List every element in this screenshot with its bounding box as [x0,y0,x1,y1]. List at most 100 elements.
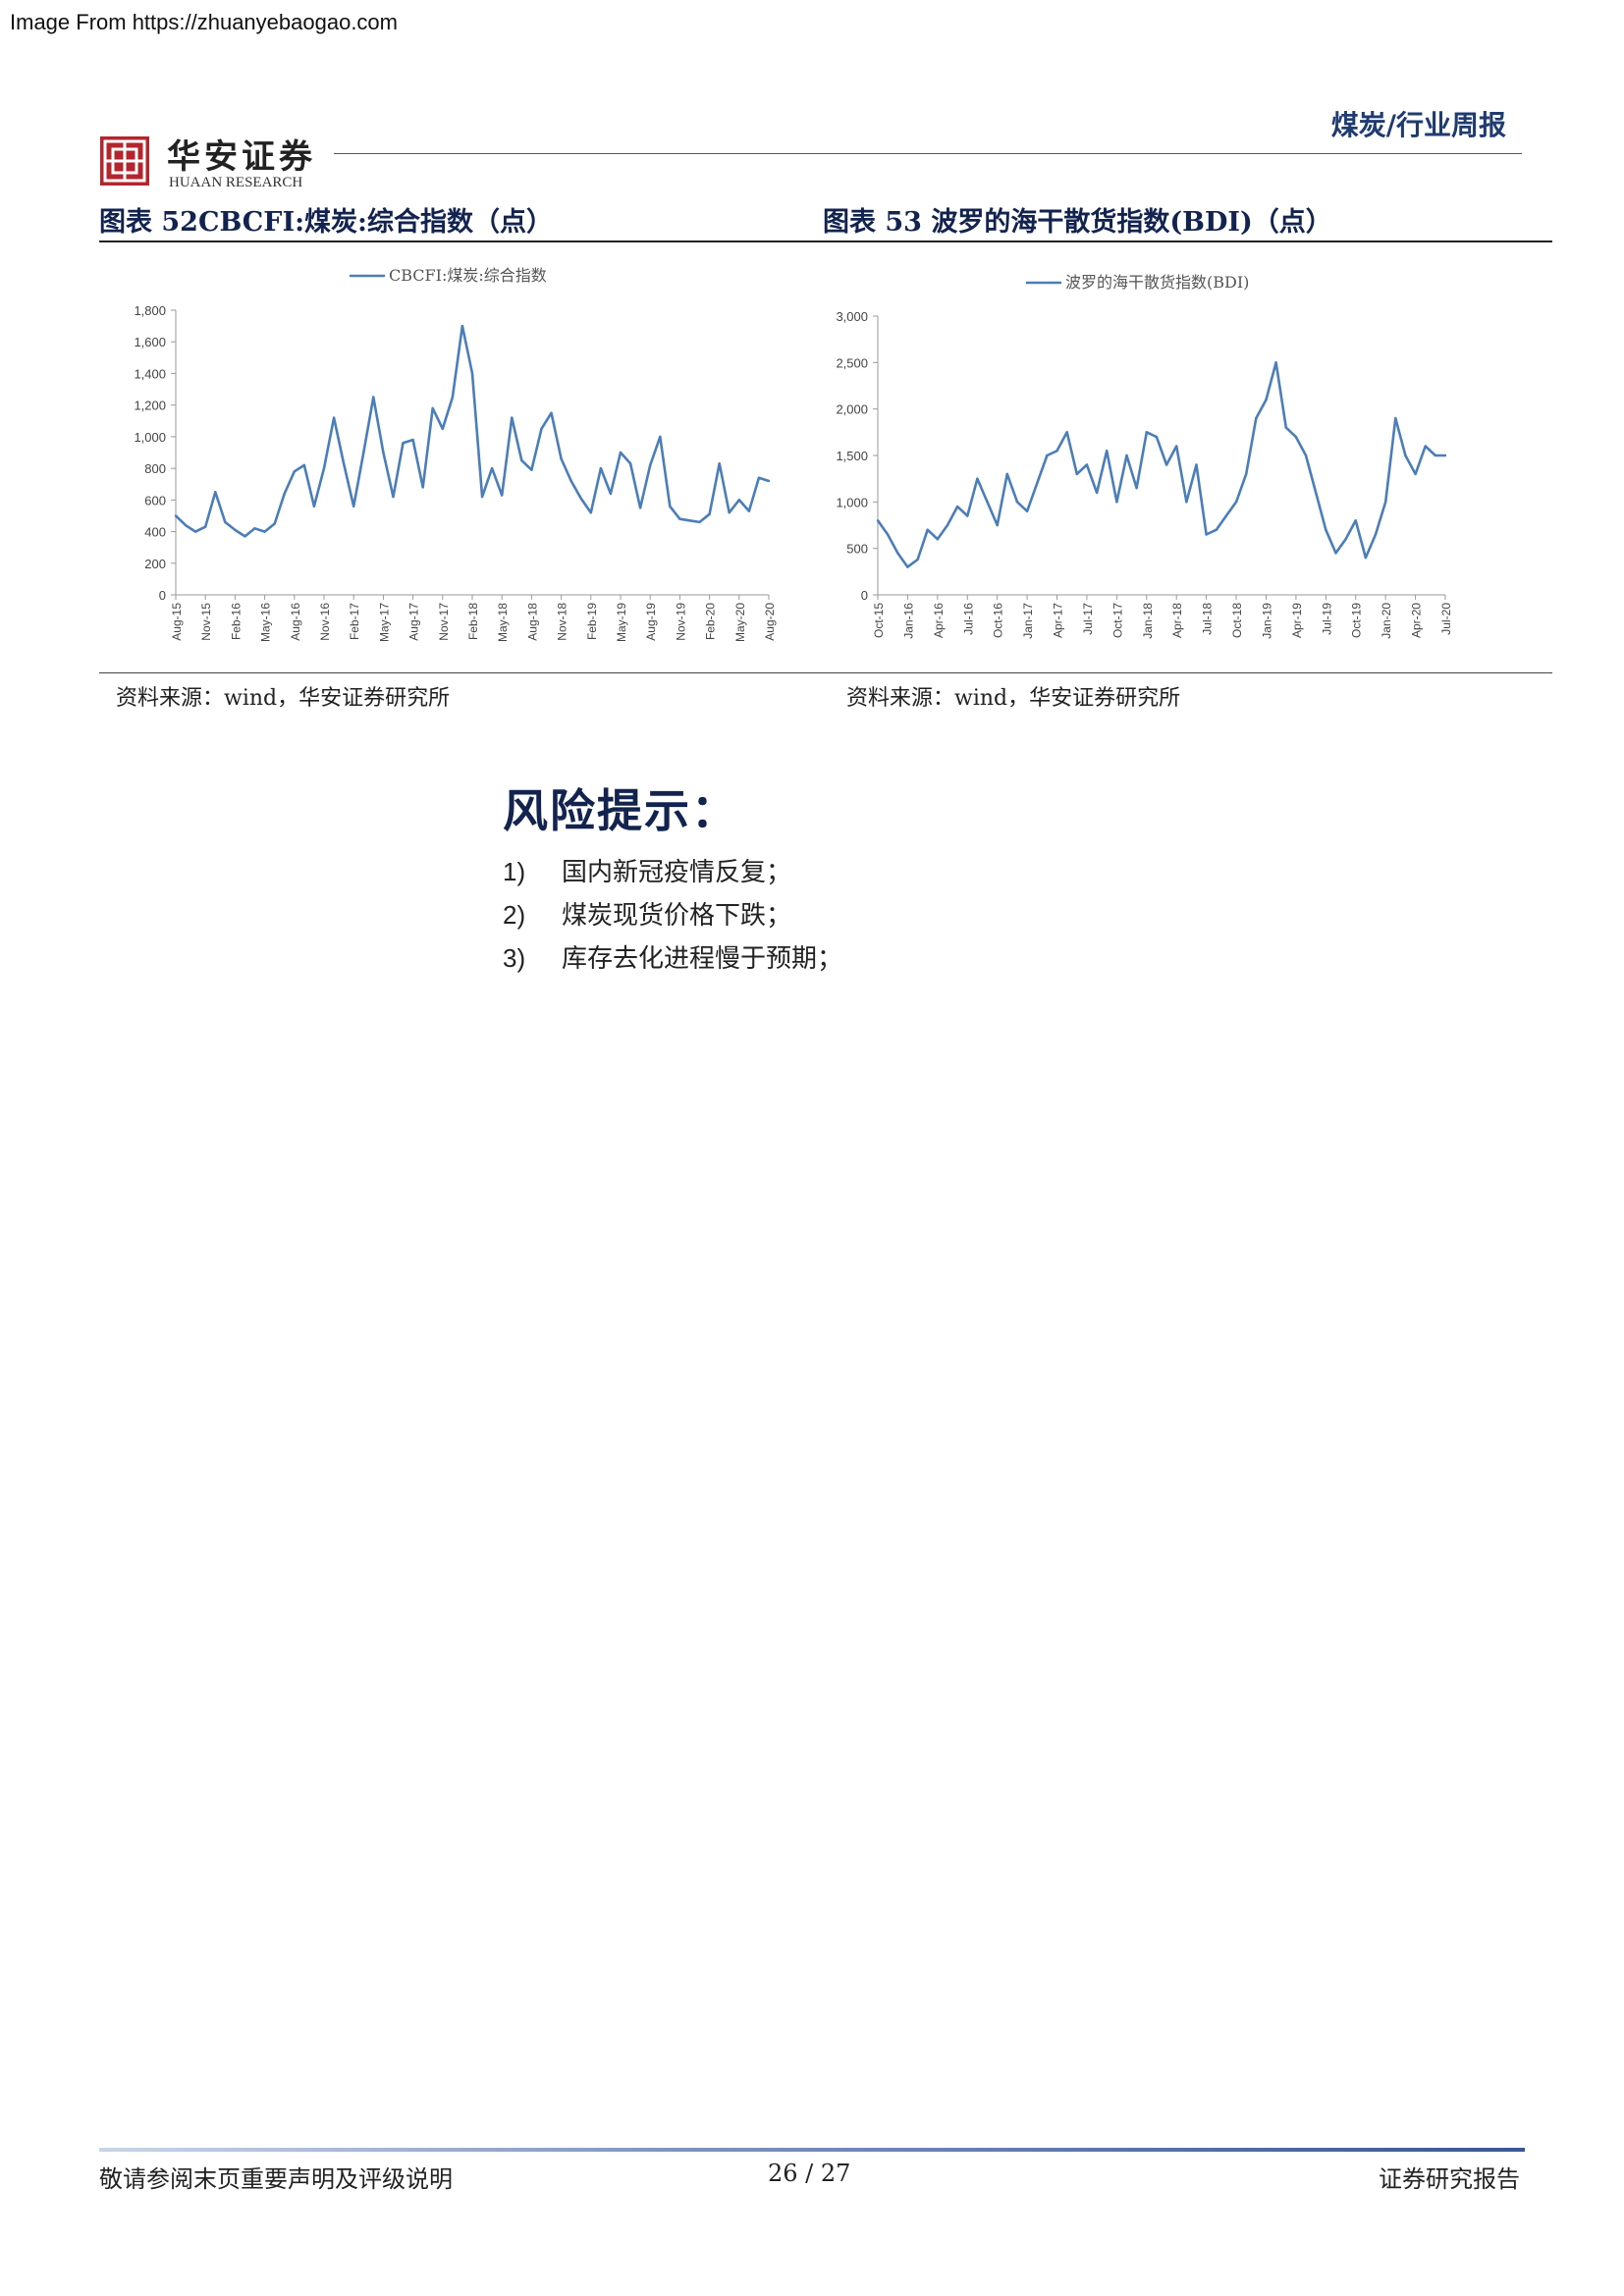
figure-53-title: 图表 53 波罗的海干散货指数(BDI)（点） [823,207,1332,238]
data-point [342,462,346,465]
x-tick-label: Aug-15 [170,603,184,641]
data-point [1234,501,1238,504]
data-point [669,505,672,507]
y-tick-label: 1,800 [134,303,166,318]
data-point [886,533,890,536]
data-point [1354,519,1357,522]
data-point [480,495,484,499]
data-point [579,497,582,500]
company-logo-text: 华安证券 [167,137,316,177]
data-point [312,505,316,507]
huaan-logo-icon [100,136,149,186]
data-point [1085,463,1089,466]
x-tick-label: Feb-16 [229,603,243,640]
data-point [1274,361,1277,364]
figure-top-rule [99,240,1552,242]
data-point [1036,482,1039,485]
data-point [936,538,940,541]
data-point [1255,416,1258,420]
series-line [876,361,1445,568]
data-point [1075,472,1079,476]
x-tick-label: Jul-20 [1439,603,1453,635]
data-point [193,530,197,533]
data-point [688,519,691,522]
data-point [1424,445,1427,448]
x-tick-label: Jan-16 [901,603,915,639]
x-tick-label: Jan-20 [1380,603,1393,639]
y-tick-label: 1,200 [134,399,166,413]
data-point [1205,533,1208,536]
data-point [560,457,563,460]
data-point [1215,528,1218,531]
data-point [896,552,899,555]
data-point [1394,416,1397,420]
risk-item: 1) 国内新冠疫情反复； [503,852,791,888]
data-point [718,462,721,465]
data-point [747,509,751,512]
x-tick-label: Nov-15 [199,603,213,641]
data-point [1434,454,1437,457]
x-tick-label: Jul-17 [1081,603,1095,635]
data-point [470,372,474,375]
data-point [1155,435,1159,439]
data-point [332,416,336,419]
bdi-index-chart: 波罗的海干散货指数(BDI) 0 500 1,000 1,500 2,000 2,500 3,… [836,273,1453,639]
data-point [184,523,188,527]
data-point [214,491,217,494]
data-point [876,519,880,522]
x-tick-label: May-18 [496,603,510,642]
data-point [946,523,949,527]
x-tick-label: Oct-16 [992,603,1005,638]
data-point [906,565,909,568]
data-point [1325,528,1327,531]
x-tick-label: Aug-17 [407,603,421,641]
data-point [1383,501,1387,504]
data-point [1344,538,1347,541]
risk-item-number: 1) [503,857,526,886]
data-point [1414,472,1417,476]
x-tick-label: Jul-19 [1320,603,1333,635]
data-point [441,427,444,431]
data-point [460,324,464,328]
data-point [302,463,306,467]
data-point [599,466,603,470]
x-tick-label: Oct-17 [1110,603,1124,638]
data-point [698,520,701,524]
data-point [976,477,979,480]
chart-legend: CBCFI:煤炭:综合指数 [350,266,547,285]
x-tick-label: Nov-19 [674,603,687,641]
risk-section-title: 风险提示： [503,784,738,837]
y-tick-label: 800 [144,461,166,476]
data-point [283,492,286,496]
data-point [520,458,523,462]
watermark-source-url: Image From https://zhuanyebaogao.com [10,10,398,34]
data-point [1175,445,1178,448]
header-divider [334,153,1522,154]
data-point [322,466,326,470]
figure-52-title: 图表 52CBCFI:煤炭:综合指数（点） [99,207,554,238]
data-point [569,479,572,483]
data-point [1304,454,1308,457]
data-point [1025,509,1029,512]
page-number: 26 / 27 [768,2160,851,2187]
data-point [1115,501,1118,504]
y-tick-label: 2,000 [836,402,868,417]
data-point [372,396,375,399]
data-point [638,507,642,509]
y-tick-label: 0 [861,588,868,603]
data-point [382,451,385,454]
x-tick-label: Apr-17 [1052,603,1065,638]
data-point [1106,450,1109,453]
x-tick-label: May-20 [733,603,747,642]
y-tick-label: 500 [846,542,868,557]
data-point [589,511,592,514]
y-tick-label: 1,600 [134,335,166,349]
data-point [530,468,533,471]
data-point [1443,454,1447,457]
data-point [767,479,771,483]
x-tick-label: Aug-20 [763,603,777,641]
x-tick-label: Feb-17 [348,603,361,640]
data-point [1314,491,1318,495]
data-point [1334,552,1337,555]
data-point [431,406,434,410]
